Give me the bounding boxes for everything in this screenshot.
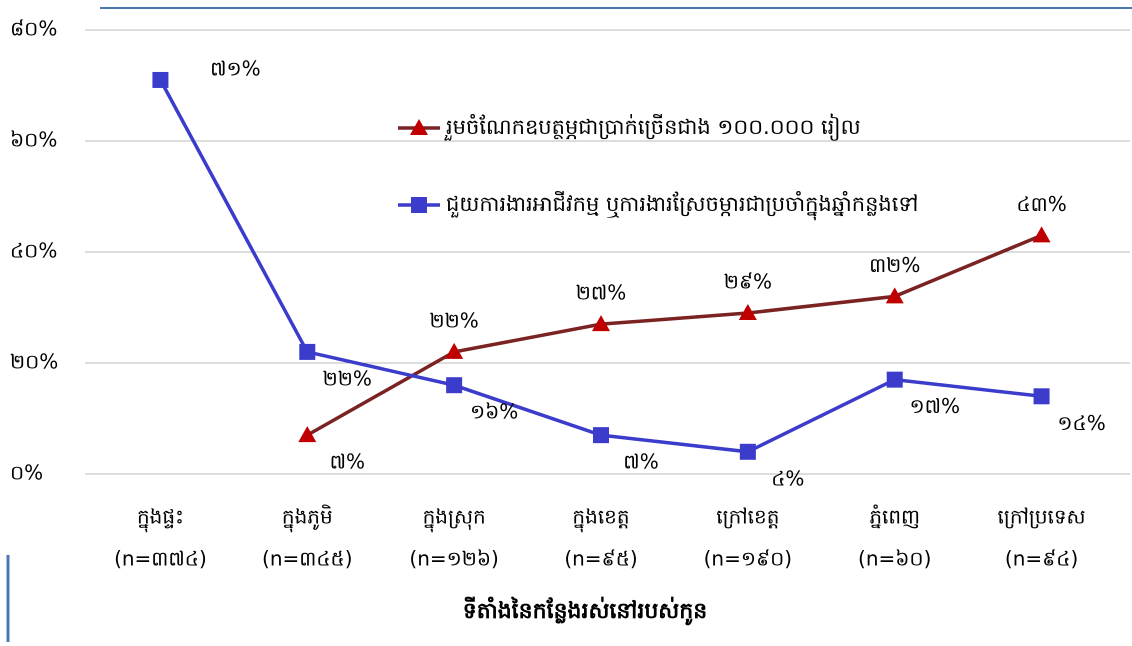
point [298, 426, 317, 443]
point [592, 315, 610, 332]
point [739, 443, 756, 460]
data-label: ២៧% [576, 281, 627, 305]
point [1033, 388, 1050, 405]
point [885, 287, 904, 304]
data-label: ១៦% [470, 400, 518, 424]
x-tick-label: ក្រៅប្រទេស [998, 505, 1086, 529]
y-tick-label: ២០% [10, 350, 58, 374]
data-label: ១៤% [1057, 411, 1105, 435]
x-tick-count: (n=៩៥) [564, 547, 637, 571]
data-label: ៧១% [210, 56, 261, 80]
legend-label: ជួយការងារអាជីវកម្ម ឬការងារស្រែចម្ការជាប្… [446, 191, 918, 221]
x-axis-label: ទីតាំងនៃកន្លែងរស់នៅរបស់កូន [463, 596, 707, 626]
data-label: ២៩% [724, 270, 772, 294]
x-tick-label: ក្រៅខេត្ត [716, 505, 779, 529]
data-label: ២២% [323, 366, 372, 390]
point [886, 371, 903, 388]
data-label: ៤% [771, 466, 804, 490]
y-tick-label: ៤០% [10, 239, 57, 263]
point [411, 197, 427, 213]
point [446, 377, 463, 394]
data-label: ៧% [623, 450, 658, 474]
point [593, 427, 609, 444]
x-tick-label: ក្នុងផ្ទះ [137, 505, 184, 533]
x-tick-count: (n=១២៦) [409, 547, 498, 571]
x-tick-label: ភ្នំពេញ [869, 504, 920, 529]
legend-label: រួមចំណែកឧបត្ថម្ភជាប្រាក់ច្រើនជាង ១០០.០០០… [444, 113, 861, 141]
point [152, 71, 169, 88]
x-tick-count: (n=៣៤៥) [262, 547, 352, 571]
data-label: ៣២% [869, 253, 920, 277]
x-tick-count: (n=៦០) [858, 547, 931, 571]
point [1032, 226, 1051, 243]
series-line [306, 233, 1043, 437]
point [299, 343, 316, 360]
data-label: ៤៣% [1016, 192, 1066, 216]
point [445, 342, 464, 359]
x-tick-label: ក្នុងភូមិ [282, 504, 333, 533]
x-tick-count: (n=១៩០) [704, 547, 793, 571]
y-tick-label: ៨០% [10, 17, 57, 41]
point [738, 304, 757, 321]
x-tick-label: ក្នុងខេត្ត [572, 505, 629, 533]
y-tick-label: ៦០% [10, 128, 57, 152]
x-tick-label: ក្នុងស្រុក [423, 505, 486, 533]
data-label: ៧% [330, 450, 365, 474]
y-tick-label: ០% [10, 461, 43, 485]
point [410, 119, 428, 135]
x-tick-count: (n=៣៧៤) [114, 547, 207, 571]
data-label: ២២% [430, 308, 479, 332]
x-tick-count: (n=៩៤) [1005, 547, 1078, 571]
data-label: ១៧% [909, 394, 960, 418]
